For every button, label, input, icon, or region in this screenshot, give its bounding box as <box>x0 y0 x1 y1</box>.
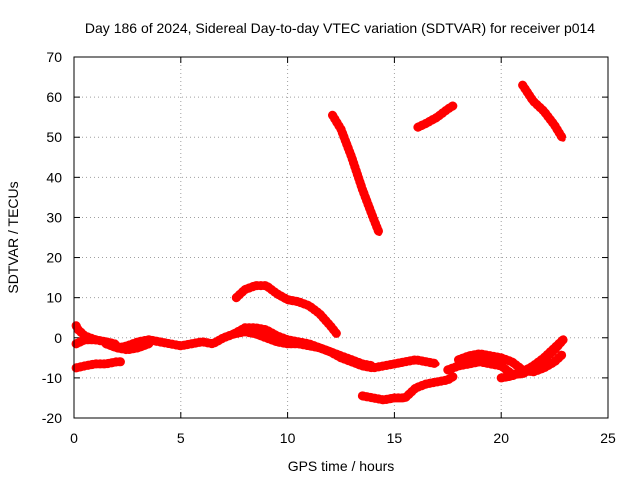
x-tick-labels: 0 5 10 15 20 25 <box>70 430 616 446</box>
x-axis-title: GPS time / hours <box>288 458 395 474</box>
series-arc-m-markers <box>518 80 568 144</box>
x-tick-label: 0 <box>70 430 78 446</box>
grid <box>74 57 608 418</box>
y-tick-label: 70 <box>46 49 62 65</box>
series-arc-g-markers <box>328 110 384 238</box>
y-tick-labels: -20 -10 0 10 20 30 40 50 60 70 <box>42 49 62 426</box>
chart-title: Day 186 of 2024, Sidereal Day-to-day VTE… <box>85 20 595 36</box>
y-tick-label: 60 <box>46 89 62 105</box>
y-tick-label: 40 <box>46 169 62 185</box>
x-tick-label: 5 <box>177 430 185 446</box>
x-tick-label: 25 <box>600 430 616 446</box>
x-tick-label: 10 <box>280 430 296 446</box>
y-tick-label: 50 <box>46 129 62 145</box>
y-tick-label: 30 <box>46 209 62 225</box>
axis-ticks <box>73 56 609 419</box>
y-tick-label: 10 <box>46 290 62 306</box>
series-arc-l-markers <box>496 335 568 383</box>
x-tick-label: 15 <box>387 430 403 446</box>
series-arc-b-markers <box>71 321 100 345</box>
data-series <box>71 80 568 405</box>
series-arc-e-markers <box>231 281 342 339</box>
series-arc-d-markers <box>101 339 154 355</box>
series-arc-f-markers <box>229 323 378 371</box>
series-arc-c-markers <box>71 357 126 373</box>
y-axis-title: SDTVAR / TECUs <box>5 181 21 293</box>
plot-frame <box>73 56 609 419</box>
series-arc-i-markers <box>413 100 459 132</box>
series-arc-h-markers <box>357 371 459 405</box>
series-arc-j-markers <box>454 349 568 377</box>
x-tick-label: 20 <box>493 430 509 446</box>
y-tick-label: -10 <box>42 370 62 386</box>
y-tick-label: 20 <box>46 250 62 266</box>
y-tick-label: -20 <box>42 410 62 426</box>
y-tick-label: 0 <box>54 330 62 346</box>
